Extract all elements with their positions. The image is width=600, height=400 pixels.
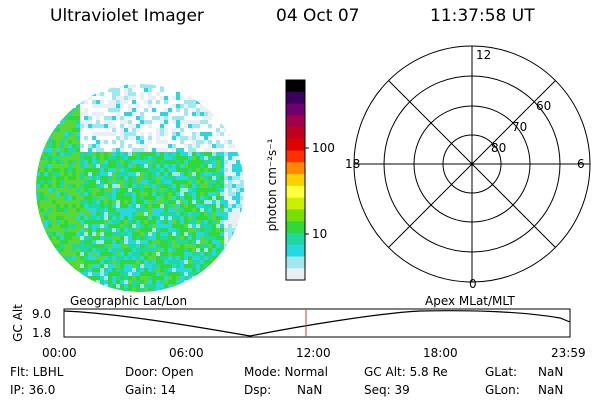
colorbar-segment [286,209,305,222]
timeline-y-min: 1.8 [32,326,52,340]
polar-label-mlat-80: 80 [491,141,507,155]
colorbar-segment [286,115,305,128]
instrument-title: Ultraviolet Imager [50,6,204,26]
polar-label-mlt-12: 12 [476,48,492,62]
colorbar-segment [286,103,305,116]
polar-label-mlat-60: 60 [536,99,552,113]
colorbar-label-10: 10 [312,227,328,241]
polar-label-mlat-70: 70 [512,120,528,134]
colorbar-segment [286,162,305,175]
colorbar-segment [286,150,305,163]
timeline-tick-1200: 12:00 [296,346,331,360]
colorbar-segment [286,197,305,211]
info-glat-label: GLat: [485,365,518,379]
colorbar-border [285,79,306,281]
timeline-tick-2359: 23:59 [551,346,586,360]
colorbar-label-100: 100 [312,141,335,155]
colorbar-segment [286,127,305,140]
altitude-timeline [63,308,571,338]
colorbar-segment [286,256,305,269]
info-gain: Gain: 14 [125,383,176,397]
timeline-left-title: Geographic Lat/Lon [70,294,188,308]
colorbar-segment [286,221,305,234]
info-mode: Mode: Normal [244,365,328,379]
info-ip: IP: 36.0 [10,383,56,397]
colorbar-segment [286,185,305,199]
info-filter: Flt: LBHL [10,365,64,379]
info-glon-value: NaN [538,383,564,397]
colorbar-unit-label: photon cm⁻²s⁻¹ [265,138,279,232]
polar-diagonal-b [388,80,556,248]
auroral-image-disk [36,84,244,292]
colorbar-segment [286,174,305,187]
timeline-y-max: 9.0 [32,307,52,321]
colorbar-segment [286,80,305,93]
colorbar-segment [286,232,305,246]
colorbar-segment [286,91,305,105]
info-door: Door: Open [125,365,194,379]
polar-label-mlt-0: 0 [469,277,477,291]
timeline-tick-0600: 06:00 [169,346,204,360]
info-dsp-label: Dsp: [244,383,272,397]
timeline-tick-0000: 00:00 [42,346,77,360]
polar-label-mlt-6: 6 [577,157,585,171]
colorbar-segment [286,268,305,281]
polar-grid [353,45,591,283]
info-glat-value: NaN [538,365,564,379]
timeline-frame [63,308,571,338]
info-sequence: Seq: 39 [364,383,410,397]
info-glon-label: GLon: [485,383,520,397]
color-scale-bar [285,79,306,281]
info-gc-alt: GC Alt: 5.8 Re [364,365,448,379]
info-dsp-value: NaN [297,383,323,397]
colorbar-segment [286,138,305,152]
timeline-right-title: Apex MLat/MLT [425,294,515,308]
altitude-curve [63,310,571,337]
polar-label-mlt-18: 18 [345,157,361,171]
observation-date: 04 Oct 07 [276,6,360,26]
observation-time: 11:37:58 UT [430,6,535,26]
timeline-y-axis-label: GC Alt [11,304,25,342]
timeline-tick-1800: 18:00 [423,346,458,360]
colorbar-segment [286,244,305,258]
